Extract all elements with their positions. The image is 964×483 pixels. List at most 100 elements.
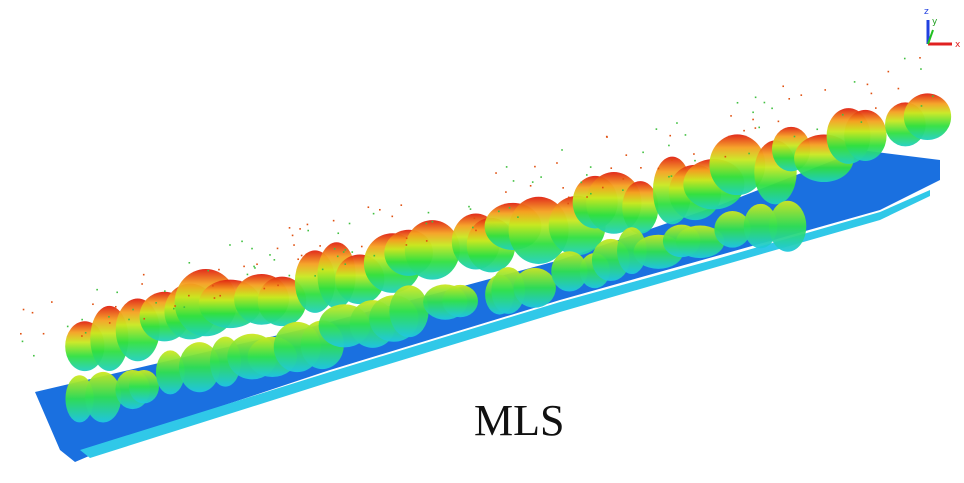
shrub (442, 285, 478, 317)
stray-point (513, 180, 515, 182)
tree (844, 110, 886, 161)
stray-point (368, 206, 370, 208)
stray-point (256, 263, 258, 265)
stray-point (567, 203, 569, 205)
stray-point (752, 119, 754, 121)
stray-point (108, 316, 110, 318)
stray-point (730, 115, 732, 117)
stray-point (782, 85, 784, 87)
stray-point (400, 204, 402, 206)
stray-point (109, 322, 111, 324)
stray-point (685, 134, 687, 136)
stray-point (758, 127, 760, 129)
stray-point (218, 269, 220, 271)
stray-point (656, 128, 658, 130)
stray-point (669, 135, 671, 137)
stray-point (495, 172, 497, 174)
stray-point (474, 217, 476, 219)
stray-point (292, 235, 294, 237)
stray-point (141, 283, 143, 285)
stray-point (498, 211, 500, 213)
stray-point (277, 285, 279, 287)
stray-point (920, 68, 922, 70)
stray-point (314, 275, 316, 277)
stray-point (642, 152, 644, 154)
stray-point (505, 191, 507, 193)
stray-point (904, 58, 906, 60)
stray-point (229, 244, 231, 246)
stray-point (293, 244, 295, 246)
stray-point (247, 274, 249, 276)
stray-point (517, 216, 519, 218)
shrub (769, 201, 806, 252)
caption: MLS (474, 396, 564, 445)
stray-point (277, 248, 279, 250)
stray-point (778, 121, 780, 123)
stray-point (243, 266, 245, 268)
stray-point (475, 230, 477, 232)
stray-point (289, 275, 291, 277)
stray-point (824, 89, 826, 91)
stray-point (254, 267, 256, 269)
stray-point (668, 176, 670, 178)
stray-point (725, 156, 727, 158)
stray-point (143, 318, 145, 320)
stray-point (22, 341, 24, 343)
stray-point (81, 335, 83, 337)
stray-point (932, 95, 934, 97)
stray-point (898, 88, 900, 90)
stray-point (534, 166, 536, 168)
y-label: y (932, 17, 938, 27)
stray-point (658, 168, 660, 170)
stray-point (334, 248, 336, 250)
stray-point (668, 145, 670, 147)
stray-point (33, 355, 35, 357)
stray-point (562, 187, 564, 189)
stray-point (468, 206, 470, 208)
stray-point (867, 84, 869, 86)
stray-point (212, 285, 214, 287)
x-label: x (955, 40, 961, 50)
stray-point (748, 153, 750, 155)
stray-point (128, 319, 130, 321)
stray-point (343, 251, 345, 253)
stray-point (919, 57, 921, 59)
stray-point (306, 253, 308, 255)
stray-point (671, 175, 673, 177)
stray-point (676, 122, 678, 124)
stray-point (625, 154, 627, 156)
stray-point (299, 228, 301, 230)
shrub (85, 372, 121, 423)
stray-point (693, 153, 695, 155)
tree (405, 220, 460, 280)
stray-point (297, 258, 299, 260)
stray-point (344, 249, 346, 251)
stray-point (361, 246, 363, 248)
shrub (389, 285, 428, 337)
stray-point (374, 255, 376, 257)
stray-point (472, 227, 474, 229)
stray-point (241, 241, 243, 243)
stray-point (183, 306, 185, 308)
stray-point (264, 288, 266, 290)
stray-point (580, 182, 582, 184)
stray-point (842, 114, 844, 116)
stray-point (561, 149, 563, 151)
stray-point (871, 93, 873, 95)
stray-point (854, 81, 856, 83)
stray-point (289, 227, 291, 229)
stray-point (251, 248, 253, 250)
tree (904, 93, 951, 140)
stray-point (143, 274, 145, 276)
stray-point (349, 223, 351, 225)
stray-point (373, 213, 375, 215)
stray-point (794, 136, 796, 138)
stray-point (23, 309, 25, 311)
stray-point (67, 326, 69, 328)
stray-point (322, 269, 324, 271)
stray-point (307, 230, 309, 232)
stray-point (391, 216, 393, 218)
stray-point (32, 312, 34, 314)
stray-point (406, 237, 408, 239)
stray-point (590, 166, 592, 168)
